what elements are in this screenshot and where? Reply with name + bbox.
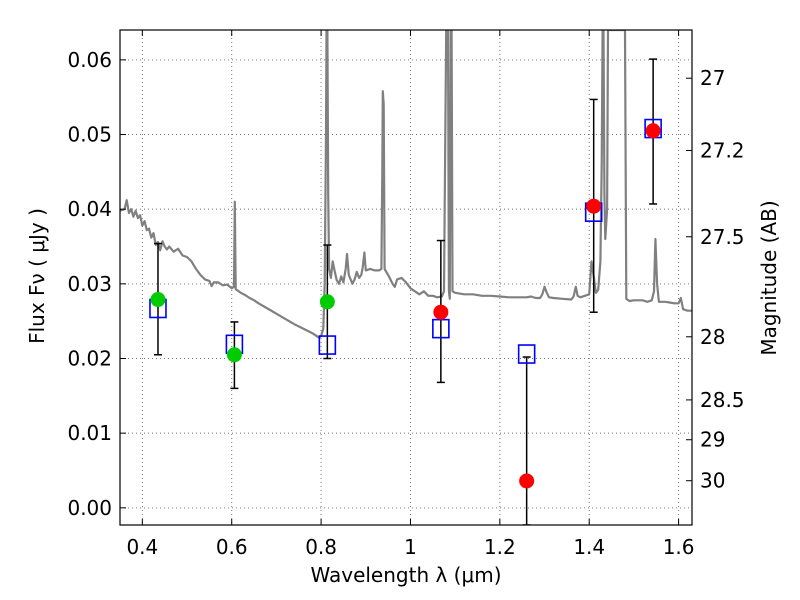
grid-lines [120,30,692,525]
observed-flux-point [150,292,166,308]
right-tick-label: 28.5 [700,388,745,412]
y-tick-label: 0.03 [67,272,112,296]
right-axis-label: Magnitude (AB) [757,200,781,355]
right-tick-label: 30 [700,469,725,493]
model-spectrum-line [120,30,692,339]
y-axis-ticks: 0.00 0.01 0.02 0.03 0.04 0.05 0.06 [67,48,126,520]
right-axis-ticks: 27 27.2 27.5 28 28.5 29 30 [686,66,745,493]
right-tick-label: 28 [700,325,725,349]
x-axis-label: Wavelength λ (μm) [310,563,501,587]
observed-flux-point [645,123,661,139]
y-tick-label: 0.06 [67,48,112,72]
observed-flux-point [433,304,449,320]
y-tick-label: 0.00 [67,496,112,520]
x-tick-label: 0.6 [216,535,248,559]
model-photometry-square [318,335,337,355]
y-tick-label: 0.04 [67,197,112,221]
plot-area [120,30,692,525]
observed-flux-point [319,294,335,310]
right-tick-label: 27.2 [700,138,745,162]
x-axis-ticks: 0.4 0.6 0.8 1 1.2 1.4 1.6 [126,30,695,559]
x-tick-label: 1.4 [573,535,605,559]
y-tick-label: 0.01 [67,421,112,445]
right-tick-label: 27 [700,66,725,90]
x-tick-label: 0.4 [126,535,158,559]
axes-box [119,29,693,526]
y-axis-label: Flux Fν ( μJy ) [25,208,49,344]
x-tick-label: 1.6 [663,535,695,559]
x-tick-label: 0.8 [305,535,337,559]
y-tick-label: 0.05 [67,123,112,147]
observed-flux-point [519,473,535,489]
axes-frame [119,29,693,526]
x-tick-label: 1 [404,535,417,559]
right-tick-label: 29 [700,428,725,452]
model-photometry-square [517,344,536,364]
y-tick-label: 0.02 [67,347,112,371]
x-tick-label: 1.2 [484,535,516,559]
observed-flux-point [226,347,242,363]
observed-flux-point [586,198,602,214]
right-tick-label: 27.5 [700,225,745,249]
